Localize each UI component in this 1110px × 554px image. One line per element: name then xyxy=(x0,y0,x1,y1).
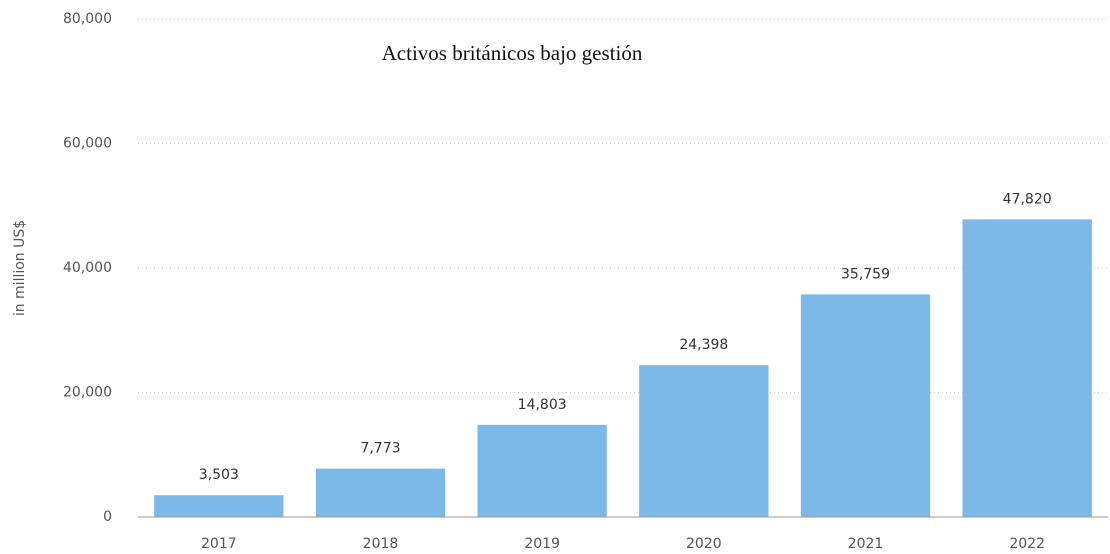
y-tick-label: 80,000 xyxy=(63,11,112,27)
data-label: 47,820 xyxy=(1003,191,1052,207)
y-tick-label: 20,000 xyxy=(63,385,112,401)
y-tick-label: 60,000 xyxy=(63,136,112,152)
data-label: 7,773 xyxy=(360,441,400,457)
bar xyxy=(154,495,284,517)
bar xyxy=(639,365,769,517)
bar xyxy=(477,424,607,517)
x-tick-label: 2019 xyxy=(524,536,560,552)
x-tick-label: 2020 xyxy=(686,536,722,552)
y-axis-label: in million US$ xyxy=(12,220,28,316)
chart-title: Activos británicos bajo gestión xyxy=(382,41,643,65)
y-tick-label: 0 xyxy=(103,509,112,525)
x-tick-label: 2022 xyxy=(1009,536,1045,552)
bar xyxy=(800,294,931,517)
data-label: 14,803 xyxy=(518,397,567,413)
y-tick-label: 40,000 xyxy=(63,260,112,276)
data-label: 35,759 xyxy=(841,266,890,282)
data-label: 3,503 xyxy=(199,467,239,483)
x-tick-label: 2021 xyxy=(848,536,884,552)
x-tick-label: 2018 xyxy=(363,536,399,552)
data-label: 24,398 xyxy=(679,337,728,353)
bar xyxy=(962,219,1092,517)
bar xyxy=(315,468,446,517)
x-tick-label: 2017 xyxy=(201,536,237,552)
